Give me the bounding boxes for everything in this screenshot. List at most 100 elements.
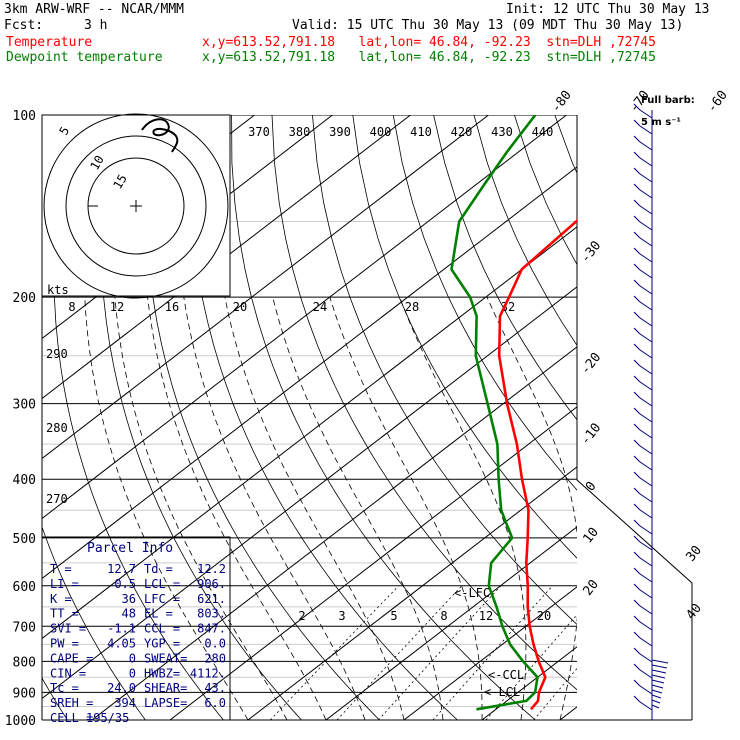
wind-barb-staff: [639, 509, 653, 519]
wind-barb-flag: [633, 407, 641, 415]
wind-barb-flag: [633, 215, 641, 223]
wind-barb-staff: [639, 397, 653, 407]
dry-adiabat: [595, 115, 740, 720]
wind-barb-flag: [633, 103, 641, 111]
theta-label: 400: [370, 125, 392, 139]
wind-barb-flag: [633, 119, 641, 127]
right-edge: [576, 115, 693, 720]
moist-adiabat: [486, 296, 577, 720]
isotherm: [42, 166, 577, 580]
isotherm-side-label: 30: [684, 543, 705, 565]
parcel-value2: 803.: [197, 607, 226, 621]
moist-adiabat: [399, 296, 527, 720]
parcel-value: 0.5: [114, 577, 136, 591]
wind-barb-flag: [633, 135, 641, 143]
parcel-key: TT =: [50, 607, 79, 621]
parcel-key: CELL =: [50, 711, 93, 725]
wind-barb-staff: [639, 253, 653, 263]
plot-frame: [41, 115, 693, 721]
parcel-value: 195/35: [86, 711, 129, 725]
parcel-value2: 847.: [197, 622, 226, 636]
wind-barb-flag: [633, 503, 641, 511]
wind-barb-flag: [633, 231, 641, 239]
wind-barb-flag: [633, 263, 641, 271]
theta-label: 440: [532, 125, 554, 139]
wind-barb-low: [651, 659, 669, 664]
wind-barb-flag: [633, 327, 641, 335]
parcel-key2: Td =: [144, 562, 173, 576]
isotherm-side-label: 40: [684, 601, 705, 623]
hodograph-ring: [43, 113, 229, 299]
mixing-ratio-label: 12: [479, 609, 493, 623]
wind-barb-flag: [633, 599, 641, 607]
pressure-tick-label: 500: [13, 532, 36, 547]
hodograph-units: kts: [47, 283, 69, 297]
hodograph-axis-label: 12: [110, 300, 124, 314]
barb-legend: Full barb: 5 m s⁻¹: [634, 84, 695, 128]
wind-barb-staff: [639, 525, 653, 535]
wind-barb-staff: [639, 573, 653, 583]
isotherm: [716, 115, 740, 720]
wind-barb-flag: [633, 439, 641, 447]
pressure-tick-label: 100: [13, 109, 36, 124]
mixing-ratio-line: [270, 585, 399, 720]
wind-barb-flag: [633, 663, 641, 671]
wind-barb-staff: [639, 125, 653, 135]
wind-barb-low: [651, 679, 665, 684]
isotherm: [91, 346, 577, 720]
parcel-value: 0: [129, 666, 136, 680]
moist-adiabat: [716, 297, 740, 720]
parcel-key2: LAPSE=: [144, 696, 187, 710]
isotherm: [42, 115, 411, 400]
parcel-key: CAPE =: [50, 651, 93, 665]
dry-adiabat: [554, 115, 577, 175]
isotherm: [42, 226, 577, 640]
parcel-title: Parcel Info: [87, 541, 173, 556]
pressure-tick-label: 900: [13, 686, 36, 701]
wind-barb-flag: [633, 167, 641, 175]
parcel-value: -1.1: [107, 622, 136, 636]
parcel-key2: LFC =: [144, 592, 180, 606]
wind-barb-low: [651, 694, 662, 699]
moist-adiabat: [84, 297, 249, 720]
mixing-ratio-line: [533, 667, 577, 720]
dry-adiabat: [392, 115, 577, 491]
pressure-tick-label: 200: [13, 291, 36, 306]
isotherm: [42, 115, 567, 520]
wind-barb-flag: [633, 151, 641, 159]
parcel-key2: CCL =: [144, 622, 180, 636]
parcel-key: T =: [50, 562, 72, 576]
dry-adiabat: [676, 115, 740, 720]
fcst-label: Fcst:: [4, 18, 44, 33]
parcel-value: 24.0: [107, 681, 136, 695]
wind-barb-flag: [633, 583, 641, 591]
theta-left-label: 280: [46, 421, 68, 435]
dry-adiabat: [53, 115, 224, 720]
mixing-ratio-line: [336, 585, 463, 720]
theta-left-label: 270: [46, 492, 68, 506]
parcel-key: SREH =: [50, 696, 93, 710]
mixing-ratio-label: 2: [298, 609, 305, 623]
parcel-key: LI =: [50, 577, 79, 591]
parcel-key2: SWEAT=: [144, 651, 187, 665]
isotherm: [247, 466, 577, 720]
fcst-value: 3 h: [84, 18, 108, 33]
wind-barb-flag: [633, 295, 641, 303]
wind-barb-low: [651, 684, 664, 689]
dry-adiabat: [145, 115, 380, 720]
level-annotation: <-LFC: [454, 586, 490, 600]
hodograph-ring-label: 10: [87, 153, 106, 173]
wind-barb-flag: [633, 343, 641, 351]
wind-barb-staff: [639, 285, 653, 295]
wind-barb-staff: [639, 461, 653, 471]
wind-barb-staff: [639, 429, 653, 439]
parcel-key: K =: [50, 592, 72, 606]
wind-barb-flag: [633, 311, 641, 319]
isotherm-side-label: 0: [583, 479, 600, 494]
isotherm-side-label: 20: [581, 577, 602, 599]
moist-adiabat: [114, 297, 288, 720]
temperature-station-info: x,y=613.52,791.18 lat,lon= 46.84, -92.23…: [202, 35, 656, 50]
parcel-value2: 280: [204, 651, 226, 665]
wind-barb-flag: [633, 247, 641, 255]
isotherm-side-label: 10: [581, 525, 602, 547]
